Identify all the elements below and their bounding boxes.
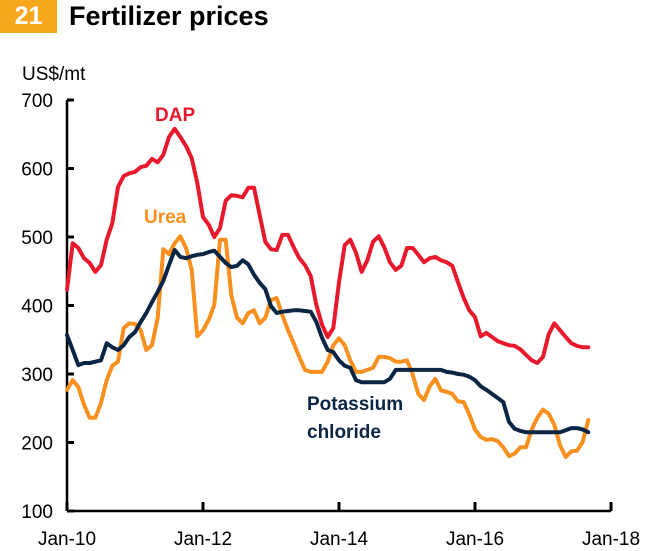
y-tick-label: 600: [21, 160, 53, 181]
series-label-potassium: Potassium: [307, 394, 403, 415]
series-lines: [65, 126, 591, 459]
x-tick-label: Jan-16: [446, 529, 504, 550]
x-tick-label: Jan-12: [174, 529, 232, 550]
y-tick-label: 200: [21, 434, 53, 455]
axes: 100 200 300 400 500 600 700 Jan-10 Jan-12 Jan-14 J…: [21, 91, 640, 550]
x-tick-label: Jan-14: [310, 529, 369, 550]
series-label-dap: DAP: [155, 105, 195, 126]
y-tick-label: 300: [21, 365, 53, 386]
series-label-chloride: chloride: [307, 422, 381, 443]
x-tick-label: Jan-18: [582, 529, 640, 550]
series-line-urea: [65, 234, 591, 459]
chart-number-badge: 21: [0, 0, 57, 33]
x-tick-label: Jan-10: [38, 529, 96, 550]
y-tick-label: 700: [21, 91, 53, 112]
series-line-dap: [65, 126, 591, 365]
chart-title: Fertilizer prices: [69, 1, 269, 31]
series-line-potassium-chloride: [65, 248, 591, 435]
series-labels: DAP Urea Potassium chloride: [144, 105, 403, 443]
chart-header: 21 Fertilizer prices: [0, 0, 269, 33]
series-label-urea: Urea: [144, 207, 187, 228]
y-tick-label: 400: [21, 297, 53, 318]
y-axis-unit-label: US$/mt: [22, 64, 86, 85]
y-tick-label: 500: [21, 228, 53, 249]
y-tick-label: 100: [21, 502, 53, 523]
